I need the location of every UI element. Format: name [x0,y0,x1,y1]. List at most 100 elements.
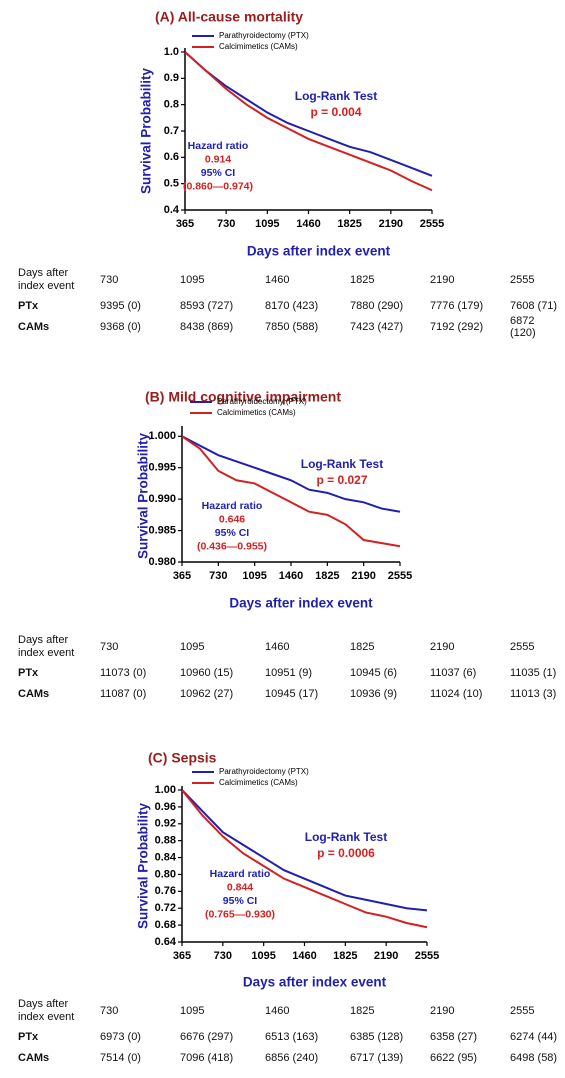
table-cell: 6513 (163) [265,1030,319,1043]
y-tick-label: 0.5 [164,178,179,190]
header-text: 2190 [430,1005,455,1017]
header-text: 1095 [180,641,205,653]
chart: (A) All-cause mortality 1.0 0.9 0.8 0.7 0.6 0.… [139,9,445,259]
row-label: CAMs [18,320,50,333]
y-tick-label: 0.92 [155,818,176,830]
chart: (C) Sepsis 1.00 0.96 0.92 0.88 0.84 0.80 0.76 0.… [136,750,440,990]
table-cell: 10960 (15) [180,666,234,679]
x-tick-label: 2555 [388,570,412,582]
column-header: 730 [100,265,180,295]
table-cell: 7514 (0) [100,1051,141,1064]
table-cell: 7850 (588) [265,320,319,333]
log-rank-label: Log-Rank Test [305,830,387,844]
legend-label: Calcimimetics (CAMs) [219,42,298,51]
column-header: 1825 [350,632,430,662]
hazard-label: Hazard ratio [188,140,249,152]
header-text: 730 [100,274,119,286]
panel: (A) All-cause mortality 1.0 0.9 0.8 0.7 0.6 0.… [0,0,565,340]
table-cell: 6856 (240) [265,1051,319,1064]
table-cell: 11037 (6) [430,666,477,679]
header-text: 1460 [265,641,290,653]
table-cell: 7776 (179) [430,299,484,312]
chart: (B) Mild cognitive impairment 1.000 0.995 0… [136,389,413,611]
header-text: 2555 [510,274,535,286]
x-tick-label: 1095 [255,218,279,230]
x-tick-label: 1460 [296,218,320,230]
risk-table: Days after index event 730 1095 1460 1825 219… [18,996,560,1068]
y-tick-label: 0.8 [164,99,179,111]
y-tick-label: 0.980 [148,556,176,568]
x-tick-label: 2190 [351,570,375,582]
table-cell: 6717 (139) [350,1051,404,1064]
table-cell: 9395 (0) [100,299,141,312]
panel: (C) Sepsis 1.00 0.96 0.92 0.88 0.84 0.80 0.76 0.… [0,740,565,1071]
column-header: 2190 [430,265,510,295]
x-tick-label: 1825 [333,950,357,962]
table-cell: 6973 (0) [100,1030,141,1043]
survival-curve [181,789,428,912]
y-tick-label: 1.000 [148,430,176,442]
x-axis-label: Days after index event [229,596,373,611]
y-axis-label: Survival Probability [136,802,151,929]
table-cell: 11024 (10) [430,687,483,700]
table-cell: 10962 (27) [180,687,234,700]
ci-value: (0.765—0.930) [205,908,275,920]
column-header: 1825 [350,996,430,1026]
survival-curve [184,51,433,177]
table-cell: 11013 (3) [510,687,557,700]
y-tick-label: 0.68 [155,919,176,931]
column-header: 1095 [180,996,265,1026]
header-text: 1095 [180,274,205,286]
column-header: 730 [100,632,180,662]
x-tick-label: 2555 [420,218,444,230]
y-axis-label: Survival Probability [139,67,154,194]
legend-label: Parathyroidectomy (PTX) [217,397,307,406]
header-text: 2190 [430,274,455,286]
table-cell: 6622 (95) [430,1051,478,1064]
risk-table: Days after index event 730 1095 1460 1825 219… [18,632,560,704]
corner-header: Days after index event [18,632,100,662]
table-cell: 7192 (292) [430,320,484,333]
y-tick-label: 0.990 [148,493,176,505]
table-cell: 6676 (297) [180,1030,234,1043]
y-tick-label: 0.96 [155,801,176,813]
log-rank-p: p = 0.0006 [317,846,375,860]
table-cell: 6358 (27) [430,1030,478,1043]
legend-label: Calcimimetics (CAMs) [219,778,298,787]
y-tick-label: 0.9 [164,72,179,84]
chart-title: (B) Mild cognitive impairment [145,389,341,405]
panel: (B) Mild cognitive impairment 1.000 0.995 0… [0,370,565,707]
table-cell: 6498 (58) [510,1051,558,1064]
table-cell: 11087 (0) [100,687,147,700]
y-tick-label: 0.64 [155,936,177,948]
chart-title: (C) Sepsis [148,750,217,766]
legend-label: Calcimimetics (CAMs) [217,408,296,417]
hazard-label: Hazard ratio [210,868,271,880]
y-tick-label: 0.6 [164,151,179,163]
column-header: 1095 [180,265,265,295]
column-header: 1460 [265,996,350,1026]
table-cell: 9368 (0) [100,320,141,333]
table-cell: 11073 (0) [100,666,147,679]
x-tick-label: 1825 [315,570,339,582]
header-text: 1095 [180,1005,205,1017]
header-text: 2190 [430,641,455,653]
column-header: 1460 [265,265,350,295]
row-label: PTx [18,299,39,312]
table-cell: 6274 (44) [510,1030,558,1043]
survival-curve [181,789,428,929]
ci-label: 95% CI [223,895,258,907]
y-tick-label: 0.4 [164,204,180,216]
y-tick-label: 1.00 [155,784,176,796]
table-cell: 7423 (427) [350,320,404,333]
ci-label: 95% CI [215,527,250,539]
column-header: 2555 [510,996,560,1026]
column-header: 1825 [350,265,430,295]
table-cell: 8438 (869) [180,320,234,333]
header-text: Days after index event [18,998,75,1023]
header-text: 2555 [510,1005,535,1017]
hazard-value: 0.844 [227,881,253,893]
row-label: CAMs [18,687,50,700]
header-text: 1460 [265,274,290,286]
